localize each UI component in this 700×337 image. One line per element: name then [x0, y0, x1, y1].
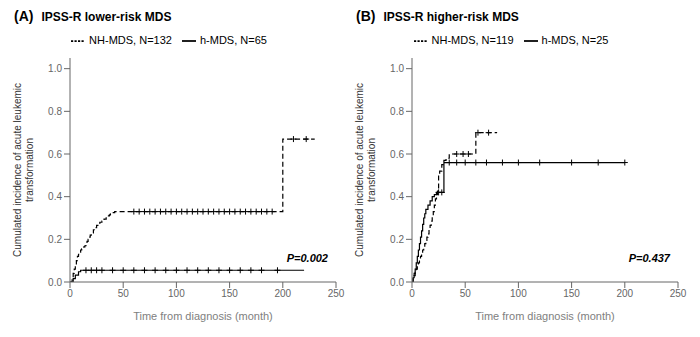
svg-text:250: 250: [328, 288, 345, 299]
svg-text:0.2: 0.2: [390, 234, 404, 245]
svg-text:Cumulated incidence of acute l: Cumulated incidence of acute leukemictra…: [12, 83, 35, 257]
svg-text:0.0: 0.0: [390, 277, 404, 288]
svg-text:50: 50: [118, 288, 130, 299]
html-text:P=0.437: P=0.437: [628, 252, 670, 264]
svg-text:0.4: 0.4: [390, 191, 404, 202]
html-text:NH-MDS, N=132: NH-MDS, N=132: [89, 34, 172, 46]
svg-text:150: 150: [221, 288, 238, 299]
svg-text:100: 100: [168, 288, 185, 299]
html-text:(B): (B): [356, 8, 376, 24]
svg-text:250: 250: [670, 288, 687, 299]
html-text:P=0.002: P=0.002: [286, 252, 328, 264]
svg-text:200: 200: [616, 288, 633, 299]
svg-text:0.2: 0.2: [48, 234, 62, 245]
svg-text:100: 100: [510, 288, 527, 299]
html-text:NH-MDS, N=119: NH-MDS, N=119: [431, 34, 514, 46]
svg-text:Time from diagnosis (month): Time from diagnosis (month): [475, 310, 615, 322]
svg-text:Time from diagnosis (month): Time from diagnosis (month): [133, 310, 273, 322]
svg-text:0.4: 0.4: [48, 191, 62, 202]
svg-text:0.0: 0.0: [48, 277, 62, 288]
svg-text:0.8: 0.8: [48, 106, 62, 117]
html-text:IPSS-R higher-risk MDS: IPSS-R higher-risk MDS: [383, 10, 519, 24]
svg-text:0: 0: [409, 288, 415, 299]
html-text:h-MDS, N=25: h-MDS, N=25: [541, 34, 609, 46]
svg-text:0.6: 0.6: [48, 149, 62, 160]
svg-text:1.0: 1.0: [390, 63, 404, 74]
svg-text:1.0: 1.0: [48, 63, 62, 74]
svg-text:Cumulated incidence of acute l: Cumulated incidence of acute leukemictra…: [354, 83, 377, 257]
svg-text:50: 50: [460, 288, 472, 299]
svg-text:200: 200: [274, 288, 291, 299]
svg-text:150: 150: [563, 288, 580, 299]
html-text:h-MDS, N=65: h-MDS, N=65: [199, 34, 267, 46]
html-text:(A): (A): [14, 8, 34, 24]
html-text:IPSS-R lower-risk MDS: IPSS-R lower-risk MDS: [41, 10, 172, 24]
svg-text:0: 0: [67, 288, 73, 299]
svg-text:0.6: 0.6: [390, 149, 404, 160]
svg-text:0.8: 0.8: [390, 106, 404, 117]
